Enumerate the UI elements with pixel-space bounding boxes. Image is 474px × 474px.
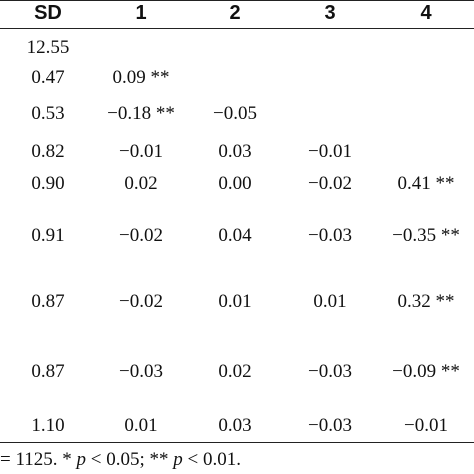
- cell-col-1: −0.02: [119, 225, 163, 246]
- cell-col-1: [88, 34, 194, 62]
- cell-col-2: 0.03: [218, 141, 252, 162]
- cell-sd: 0.90: [31, 173, 65, 194]
- cell-col-4: [378, 138, 474, 166]
- cell-col-2: 0.04: [218, 225, 252, 246]
- cell-col-3: [276, 34, 384, 62]
- cell-col-4: −0.09 **: [392, 361, 460, 382]
- cell-col-3: −0.03: [308, 225, 352, 246]
- cell-col-3: −0.02: [308, 173, 352, 194]
- cell-sd: 0.87: [31, 361, 65, 382]
- cell-col-4: −0.35 **: [392, 225, 460, 246]
- cell-col-1: −0.03: [119, 361, 163, 382]
- cell-col-3: 0.01: [313, 291, 347, 312]
- header-sd: SD: [34, 2, 62, 24]
- cell-col-3: −0.03: [308, 361, 352, 382]
- footnote-mid: < 0.05; **: [86, 449, 174, 470]
- footnote-prefix: = 1125. *: [0, 449, 77, 470]
- cell-col-3: [276, 64, 384, 92]
- cell-col-3: −0.03: [308, 415, 352, 436]
- cell-col-4: [378, 34, 474, 62]
- cell-col-1: 0.09 **: [112, 67, 170, 88]
- cell-col-4: [378, 100, 474, 128]
- cell-col-4: 0.41 **: [397, 173, 455, 194]
- cell-sd: 0.91: [31, 225, 65, 246]
- cell-col-2: 0.00: [218, 173, 252, 194]
- cell-col-2: 0.02: [218, 361, 252, 382]
- cell-col-4: −0.01: [404, 415, 448, 436]
- footnote-suffix: < 0.01.: [182, 449, 241, 470]
- header-rule: [0, 28, 474, 29]
- cell-col-1: −0.02: [119, 291, 163, 312]
- table-footnote: = 1125. * p < 0.05; ** p < 0.01.: [0, 448, 241, 472]
- header-col-2: 2: [229, 2, 241, 24]
- cell-col-1: −0.18 **: [107, 103, 175, 124]
- bottom-rule: [0, 442, 474, 443]
- cell-col-1: −0.01: [119, 141, 163, 162]
- cell-sd: 12.55: [26, 37, 70, 58]
- cell-col-2: [194, 34, 276, 62]
- header-col-3: 3: [324, 2, 336, 24]
- cell-col-2: 0.03: [218, 415, 252, 436]
- cell-col-2: −0.05: [213, 103, 257, 124]
- cell-col-3: [276, 100, 384, 128]
- cell-sd: 0.82: [31, 141, 65, 162]
- cell-col-2: 0.01: [218, 291, 252, 312]
- cell-col-3: −0.01: [308, 141, 352, 162]
- cell-sd: 0.47: [31, 67, 65, 88]
- cell-col-4: [378, 64, 474, 92]
- cell-sd: 0.53: [31, 103, 65, 124]
- footnote-p-symbol: p: [173, 449, 183, 470]
- cell-sd: 0.87: [31, 291, 65, 312]
- cell-sd: 1.10: [31, 415, 65, 436]
- cell-col-4: 0.32 **: [397, 291, 455, 312]
- cell-col-1: 0.02: [124, 173, 158, 194]
- cell-col-1: 0.01: [124, 415, 158, 436]
- header-col-4: 4: [420, 2, 432, 24]
- footnote-p-symbol: p: [76, 449, 87, 470]
- top-rule: [0, 0, 474, 1]
- cell-col-2: [194, 64, 276, 92]
- header-col-1: 1: [135, 2, 147, 24]
